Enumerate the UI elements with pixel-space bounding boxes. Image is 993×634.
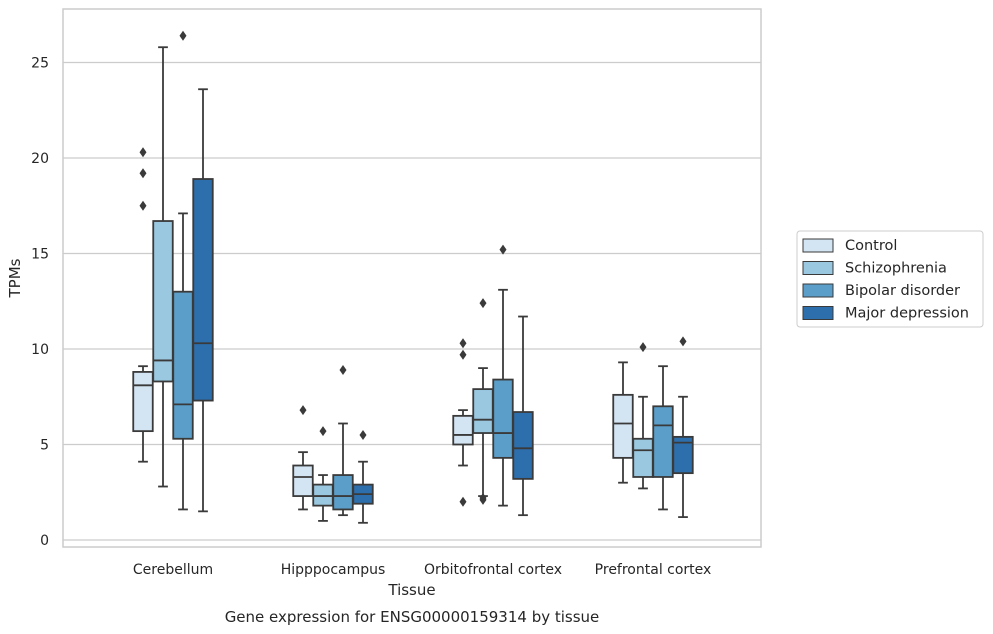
- legend-swatch: [802, 306, 834, 320]
- legend-label: Control: [845, 238, 897, 254]
- chart-caption: Gene expression for ENSG00000159314 by t…: [225, 608, 600, 626]
- box-major-depression: [672, 336, 694, 518]
- box-bipolar-disorder: [652, 365, 674, 511]
- box-body: [172, 290, 194, 440]
- outlier-point: [179, 30, 187, 41]
- outlier-point: [319, 426, 327, 437]
- y-tick-label: 10: [31, 342, 49, 358]
- box-control: [292, 405, 314, 511]
- box-body: [292, 464, 314, 497]
- box-bipolar-disorder: [172, 30, 194, 511]
- box-body: [492, 378, 514, 459]
- y-tick-label: 25: [31, 56, 49, 72]
- box-body: [672, 435, 694, 475]
- box-body: [332, 474, 354, 511]
- x-tick-label: Prefrontal cortex: [595, 562, 712, 578]
- legend-swatch: [802, 261, 834, 275]
- box-control: [132, 147, 154, 463]
- box-body: [472, 388, 494, 434]
- box-schizophrenia: [312, 426, 334, 522]
- box-body: [132, 371, 154, 433]
- box-body: [512, 411, 534, 480]
- box-bipolar-disorder: [492, 244, 514, 507]
- box-bipolar-disorder: [332, 365, 354, 517]
- outlier-point: [139, 200, 147, 211]
- outlier-point: [359, 429, 367, 440]
- plot-frame: [62, 8, 762, 548]
- outlier-point: [139, 168, 147, 179]
- legend: Control Schizophrenia Bipolar disorder Majo…: [796, 230, 984, 328]
- x-axis-label: Tissue: [387, 581, 435, 599]
- box-schizophrenia: [632, 342, 654, 490]
- outlier-point: [479, 298, 487, 309]
- box-body: [452, 414, 474, 446]
- box-major-depression: [512, 315, 534, 517]
- outlier-point: [499, 244, 507, 255]
- outlier-point: [479, 492, 487, 503]
- box-body: [612, 393, 634, 459]
- legend-swatch: [802, 238, 834, 253]
- x-tick-label: Hipppocampus: [281, 562, 386, 578]
- y-tick-label: 20: [31, 151, 49, 167]
- box-body: [312, 483, 334, 507]
- box-major-depression: [352, 429, 374, 524]
- box-control: [612, 361, 634, 484]
- y-tick-labels: 0 5 10 15 20 25: [31, 56, 49, 550]
- box-schizophrenia: [472, 298, 494, 505]
- legend-swatch: [802, 283, 834, 298]
- outlier-point: [459, 496, 467, 507]
- box-body: [192, 178, 214, 402]
- legend-label: Major depression: [845, 306, 969, 322]
- outlier-point: [299, 405, 307, 416]
- x-tick-labels: Cerebellum Hipppocampus Orbitofrontal cort…: [133, 562, 711, 578]
- box-schizophrenia: [152, 46, 174, 488]
- legend-label: Bipolar disorder: [845, 283, 960, 299]
- x-tick-label: Orbitofrontal cortex: [424, 562, 562, 578]
- x-tick-label: Cerebellum: [133, 562, 213, 578]
- legend-label: Schizophrenia: [845, 261, 947, 277]
- y-tick-label: 5: [40, 438, 49, 454]
- outlier-point: [639, 342, 647, 353]
- box-body: [652, 405, 674, 478]
- y-tick-label: 15: [31, 247, 49, 263]
- boxes-layer: [132, 30, 694, 524]
- legend-frame: [796, 230, 984, 328]
- y-axis-label: TPMs: [6, 258, 24, 298]
- outlier-point: [679, 336, 687, 347]
- outlier-point: [459, 349, 467, 360]
- box-major-depression: [192, 88, 214, 513]
- outlier-point: [139, 147, 147, 158]
- box-body: [152, 220, 174, 383]
- box-control: [452, 338, 474, 507]
- outlier-point: [459, 338, 467, 349]
- box-body: [632, 437, 654, 478]
- outlier-point: [339, 365, 347, 376]
- y-tick-label: 0: [40, 533, 49, 549]
